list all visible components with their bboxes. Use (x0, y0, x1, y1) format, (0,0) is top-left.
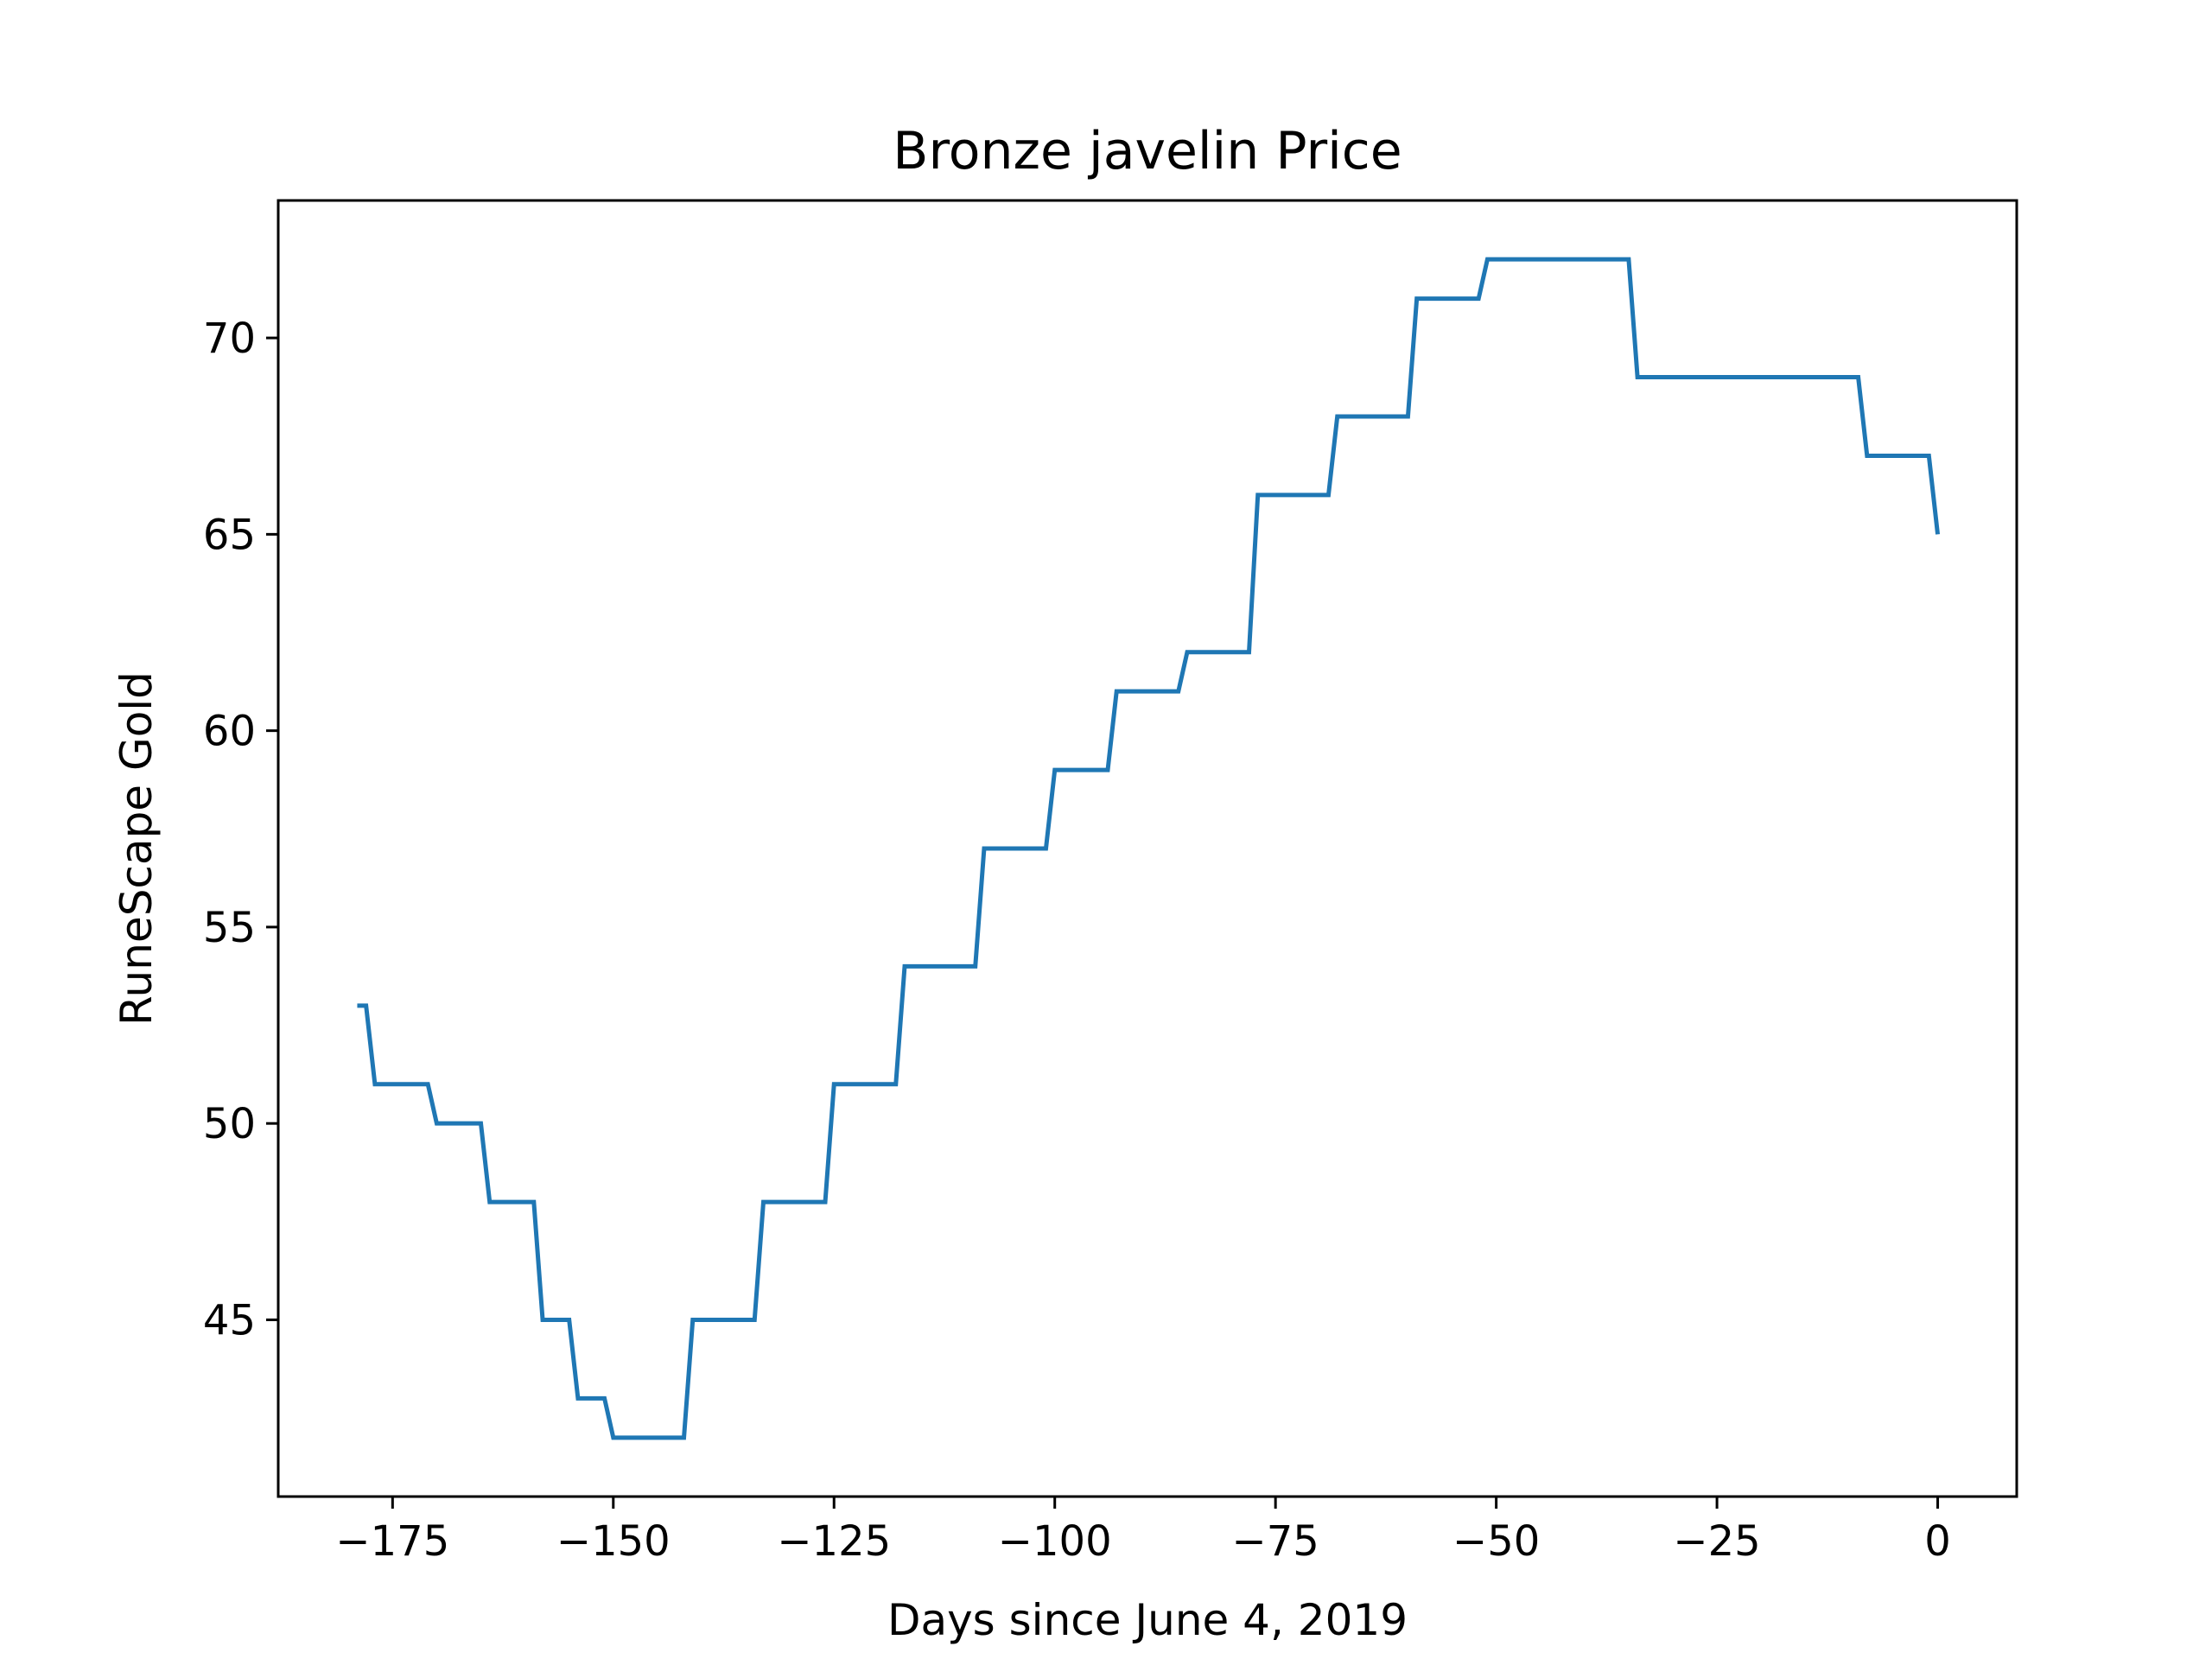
y-tick-label: 55 (203, 904, 256, 952)
y-tick-label: 70 (203, 315, 256, 363)
y-tick-label: 45 (203, 1296, 256, 1344)
x-tick-label: −25 (1673, 1517, 1760, 1566)
x-tick-label: −125 (777, 1517, 891, 1566)
x-axis: −175 −150 −125 −100 −75 −50 −25 0 (335, 1497, 1951, 1566)
x-tick-label: −150 (556, 1517, 671, 1566)
x-tick-label: 0 (1924, 1517, 1951, 1566)
y-axis: 45 50 55 60 65 70 (203, 315, 278, 1344)
x-tick-label: −50 (1452, 1517, 1540, 1566)
x-axis-label: Days since June 4, 2019 (887, 1595, 1408, 1645)
y-tick-label: 60 (203, 708, 256, 756)
y-axis-label: RuneScape Gold (111, 671, 162, 1026)
x-tick-label: −175 (335, 1517, 449, 1566)
series-line-0 (357, 257, 1941, 1440)
x-tick-label: −100 (998, 1517, 1112, 1566)
axes-frame (276, 199, 2018, 1498)
y-tick-label: 65 (203, 511, 256, 559)
y-tick-label: 50 (203, 1100, 256, 1148)
chart-title: Bronze javelin Price (893, 121, 1402, 181)
x-tick-label: −75 (1232, 1517, 1319, 1566)
plot-area (357, 257, 1941, 1440)
